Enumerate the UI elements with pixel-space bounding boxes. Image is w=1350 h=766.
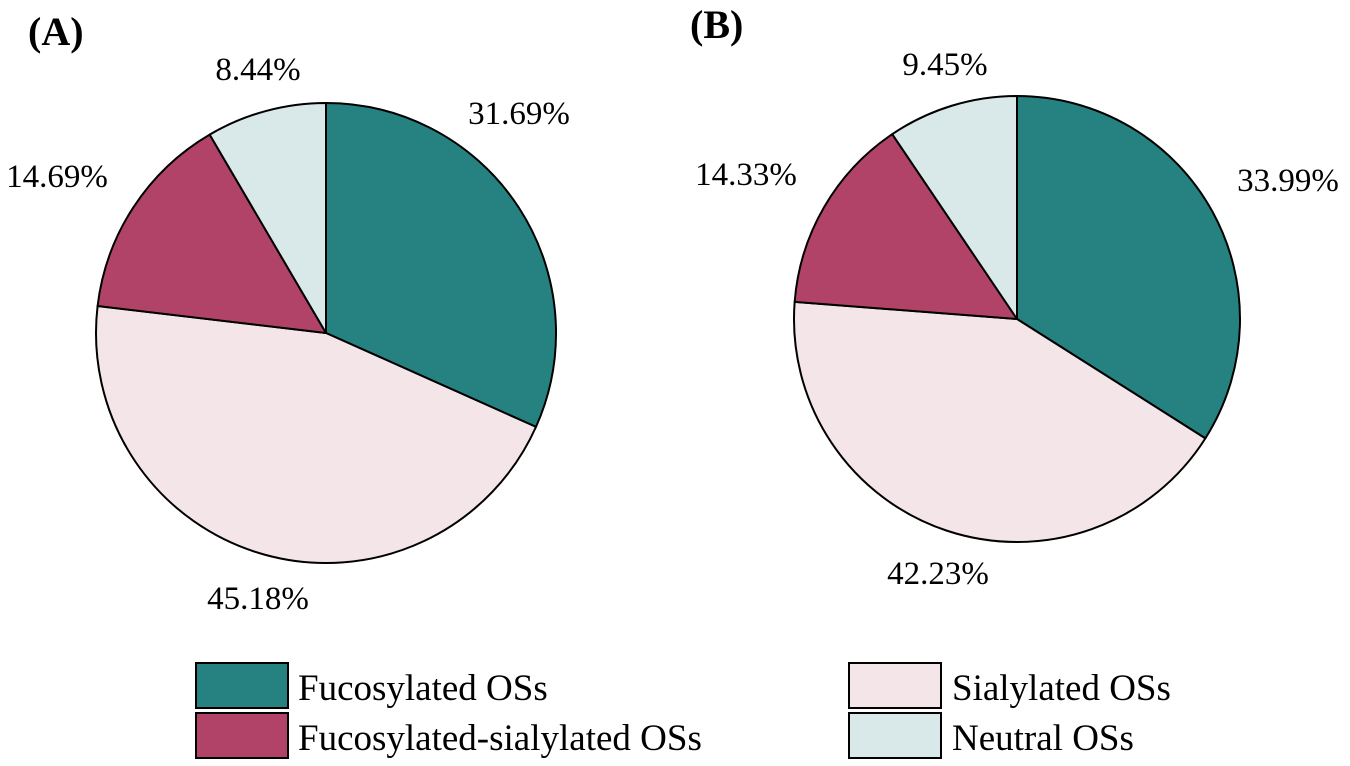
legend-swatch-fucosylated	[195, 662, 289, 709]
legend-label-sialylated: Sialylated OSs	[952, 668, 1171, 709]
pie-b-slice-fucosylated-sialylated	[793, 133, 1018, 320]
legend-item-sialylated: Sialylated OSs	[848, 662, 1171, 709]
legend-label-fucosylated-sialylated: Fucosylated-sialylated OSs	[298, 718, 702, 759]
legend-swatch-sialylated	[848, 662, 942, 709]
pie-b-label-neutral: 9.45%	[902, 47, 987, 83]
legend-swatch-fucosylated-sialylated	[195, 712, 289, 759]
pie-b-label-fucosylated: 33.99%	[1237, 163, 1339, 199]
pie-a-slice-fucosylated	[325, 102, 557, 428]
pie-b-slice-sialylated	[793, 300, 1207, 543]
legend-label-fucosylated: Fucosylated OSs	[298, 668, 548, 709]
legend-item-fucosylated-sialylated: Fucosylated-sialylated OSs	[195, 712, 702, 759]
pie-a-slice-neutral	[208, 102, 327, 334]
pie-chart-a: 31.69% 45.18% 14.69% 8.44% (A)	[6, 9, 570, 617]
pie-a-label-fucosylated-sialylated: 14.69%	[6, 159, 108, 195]
pie-b-label-fucosylated-sialylated: 14.33%	[695, 157, 797, 193]
legend: Fucosylated OSs Fucosylated-sialylated O…	[195, 662, 1171, 759]
legend-label-neutral: Neutral OSs	[952, 718, 1134, 759]
pie-b-slice-neutral	[891, 95, 1018, 320]
pie-a-label-sialylated: 45.18%	[207, 581, 309, 617]
pie-b-slice-fucosylated	[1016, 95, 1241, 440]
legend-swatch-neutral	[848, 712, 942, 759]
legend-item-neutral: Neutral OSs	[848, 712, 1134, 759]
pie-a-label-fucosylated: 31.69%	[468, 96, 570, 132]
pie-a-slice-fucosylated-sialylated	[96, 133, 327, 334]
pie-a-slice-sialylated	[95, 305, 537, 564]
pie-a-label-neutral: 8.44%	[215, 52, 300, 88]
panel-label-a: (A)	[28, 9, 84, 54]
legend-item-fucosylated: Fucosylated OSs	[195, 662, 548, 709]
pie-chart-b: 33.99% 42.23% 14.33% 9.45% (B)	[690, 2, 1339, 592]
panel-label-b: (B)	[690, 2, 743, 47]
pie-b-label-sialylated: 42.23%	[887, 556, 989, 592]
